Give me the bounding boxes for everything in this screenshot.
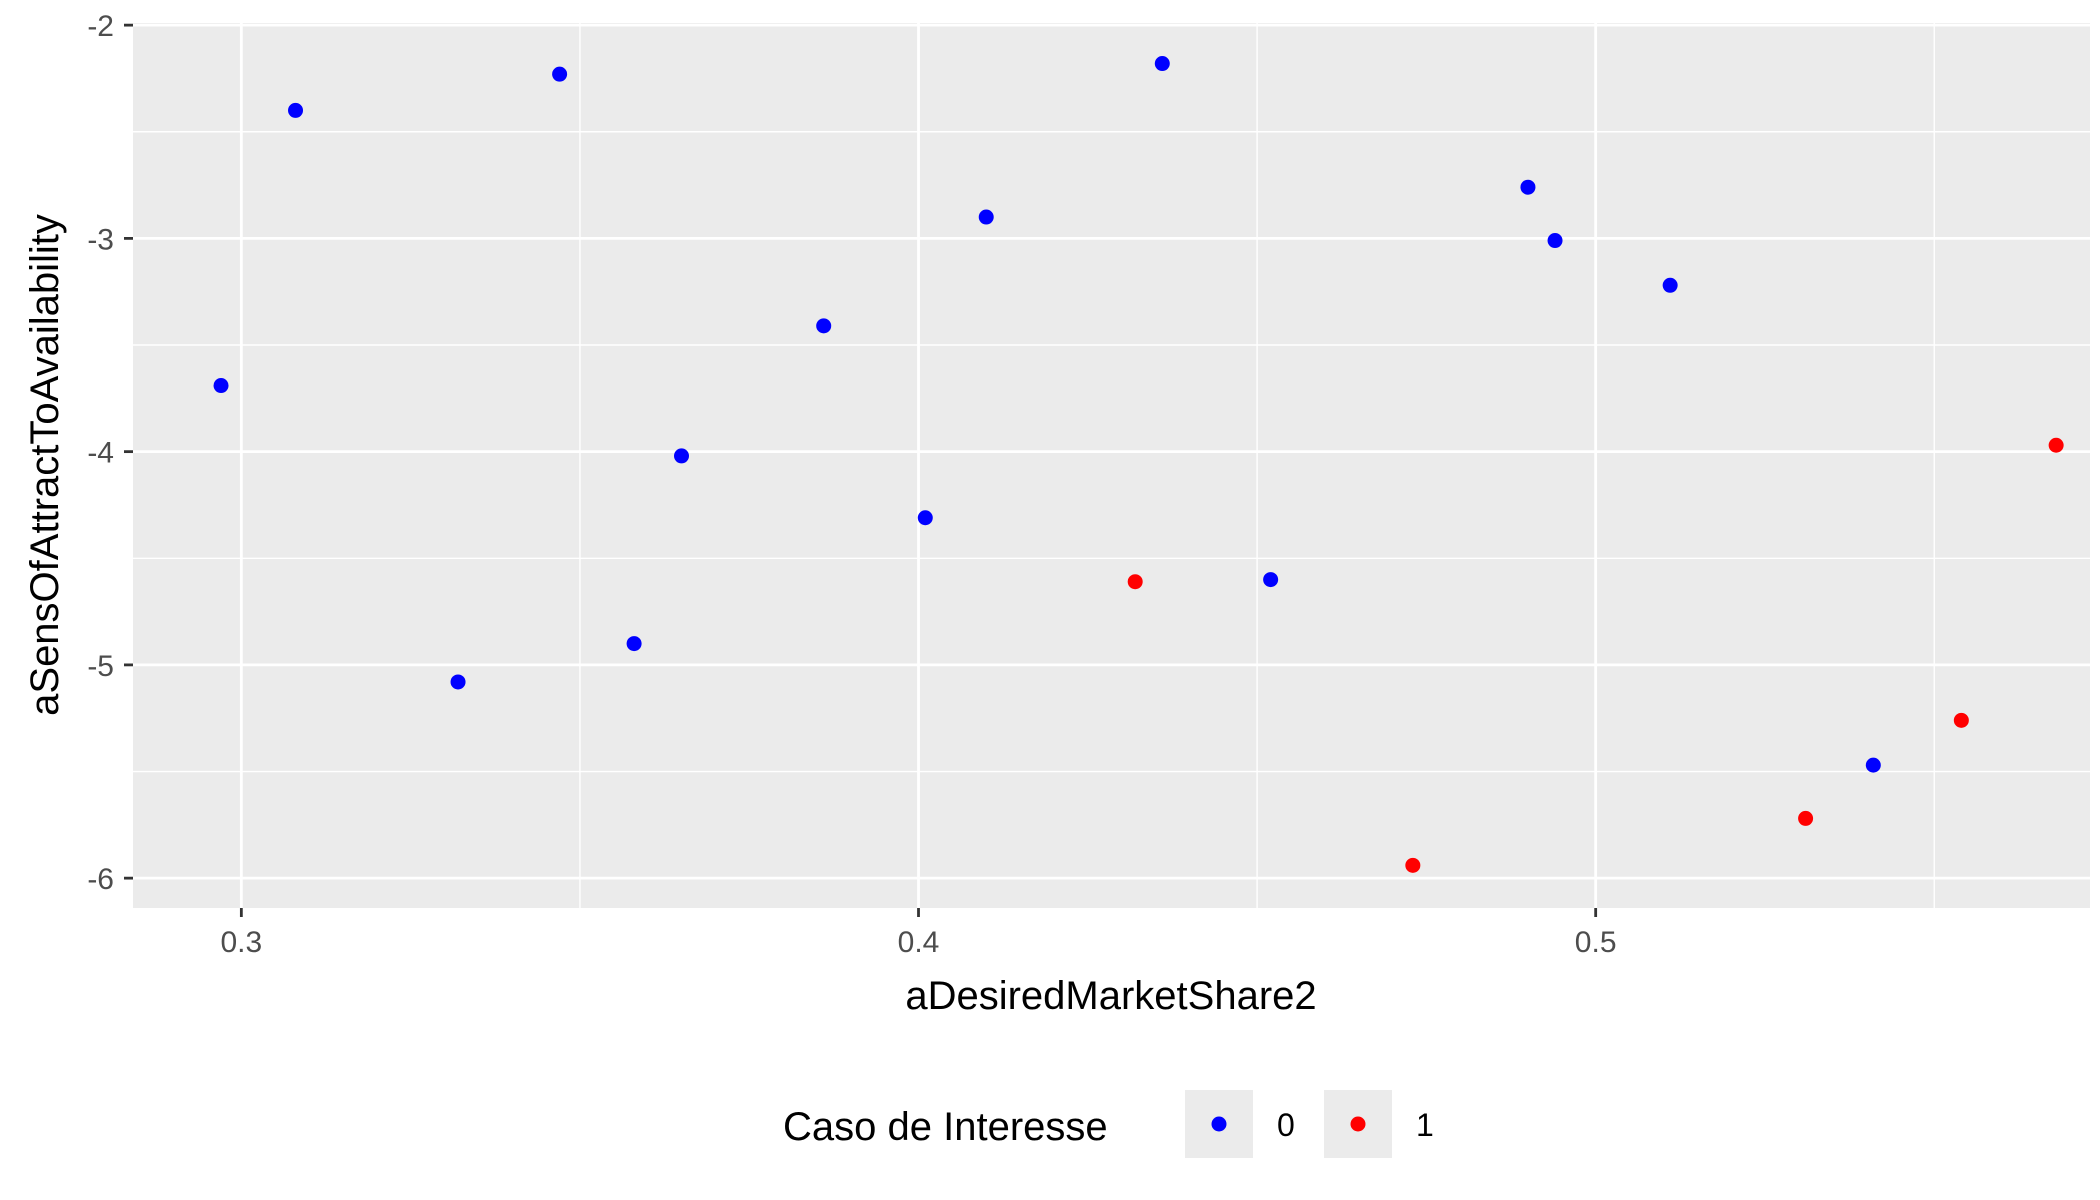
- y-tick-label: -6: [87, 863, 114, 896]
- data-point-series-0: [1662, 277, 1678, 293]
- data-point-series-0: [674, 448, 690, 464]
- major-gridlines: [133, 23, 2090, 908]
- x-tick-label: 0.3: [220, 926, 262, 959]
- data-point-series-0: [917, 510, 933, 526]
- x-axis-title: aDesiredMarketShare2: [905, 974, 1316, 1018]
- y-axis-tick-labels: -6 -5 -4 -3 -2: [87, 10, 114, 896]
- x-axis-tick-labels: 0.3 0.4 0.5: [220, 926, 1616, 959]
- data-point-series-0: [213, 378, 229, 394]
- data-point-series-1: [2048, 437, 2064, 453]
- data-point-series-1: [1405, 857, 1421, 873]
- data-point-series-0: [1263, 572, 1279, 588]
- data-point-series-0: [1547, 233, 1563, 249]
- legend-label-1: 1: [1416, 1107, 1434, 1143]
- legend-key-1: [1350, 1116, 1366, 1132]
- y-tick-label: -5: [87, 650, 114, 683]
- data-point-series-0: [1865, 757, 1881, 773]
- data-point-series-0: [288, 102, 304, 118]
- data-point-series-0: [1154, 56, 1170, 72]
- axis-ticks: [124, 23, 1598, 917]
- minor-gridlines: [133, 23, 2090, 908]
- x-tick-label: 0.5: [1575, 926, 1617, 959]
- data-point-series-1: [1127, 574, 1143, 590]
- data-point-series-0: [816, 318, 832, 334]
- x-tick-label: 0.4: [898, 926, 940, 959]
- data-points: [213, 56, 2064, 873]
- y-axis-title: aSensOfAttractToAvailability: [23, 214, 67, 716]
- legend-title: Caso de Interesse: [783, 1105, 1108, 1149]
- data-point-series-0: [552, 66, 568, 82]
- data-point-series-0: [978, 209, 994, 225]
- data-point-series-1: [1953, 712, 1969, 728]
- y-tick-label: -3: [87, 223, 114, 256]
- data-point-series-0: [1520, 179, 1536, 195]
- data-point-series-1: [1798, 810, 1814, 826]
- data-point-series-0: [450, 674, 466, 690]
- panel-background: [133, 23, 2090, 908]
- y-tick-label: -2: [87, 10, 114, 43]
- y-tick-label: -4: [87, 437, 114, 470]
- legend-label-0: 0: [1277, 1107, 1295, 1143]
- data-point-series-0: [626, 636, 642, 652]
- legend-key-0: [1211, 1116, 1227, 1132]
